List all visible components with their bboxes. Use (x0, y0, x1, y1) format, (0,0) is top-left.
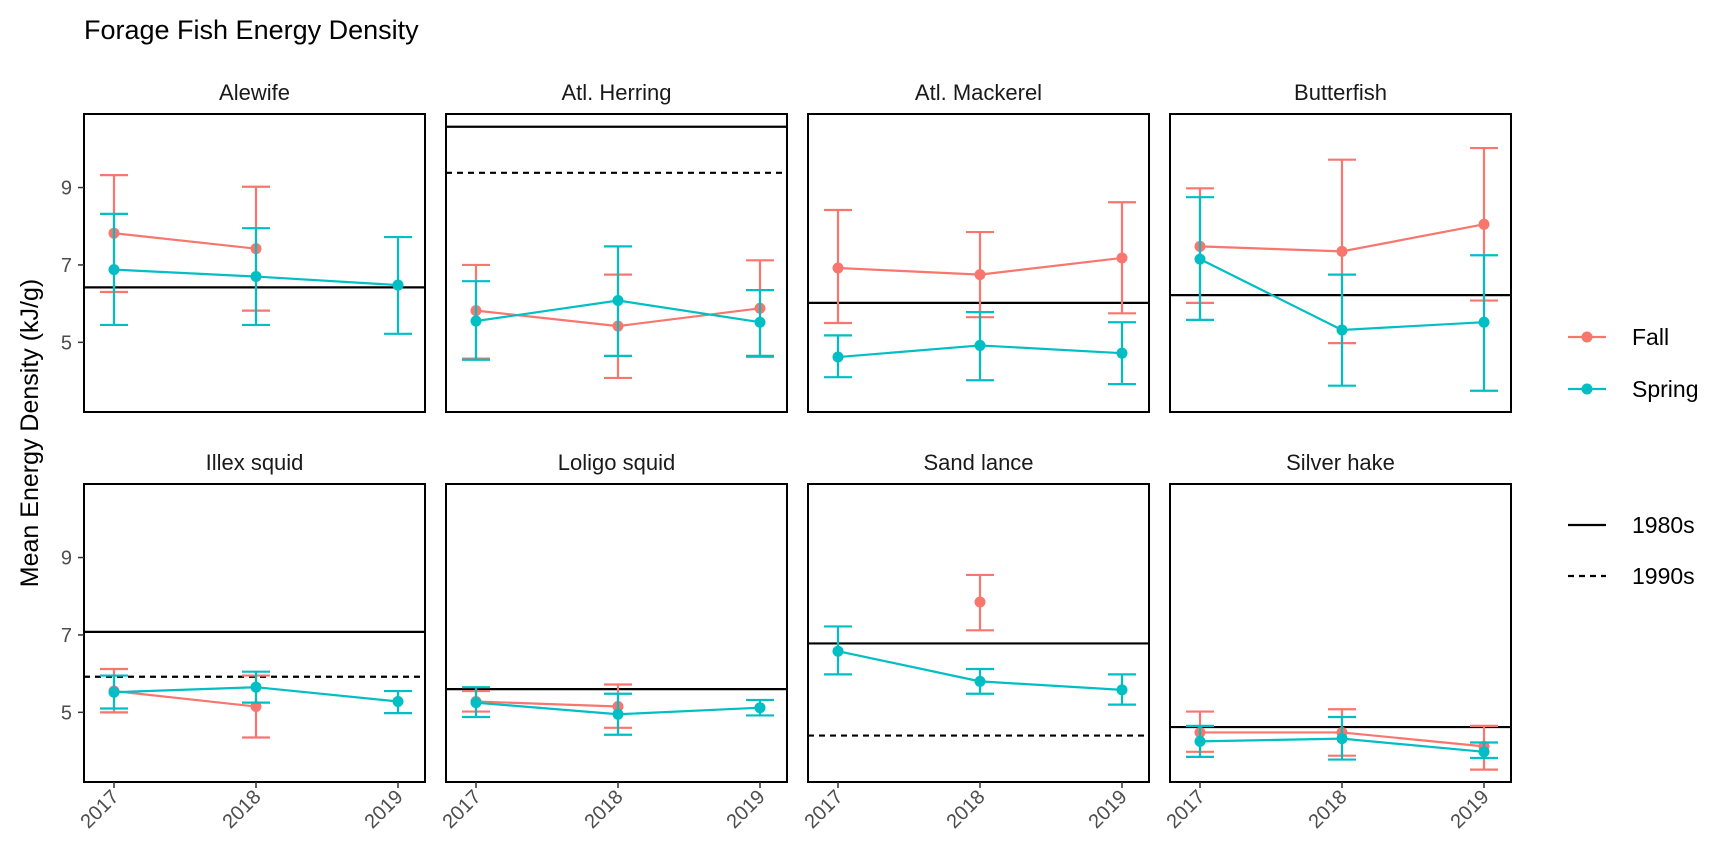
panel-border (445, 113, 788, 413)
spring-point (974, 675, 986, 687)
legend-item-1990s: 1990s (1568, 563, 1695, 589)
x-tick-label: 2017 (77, 786, 124, 833)
x-tick-label: 2017 (801, 786, 848, 833)
panel-title: Silver hake (1286, 450, 1395, 475)
legend-item-1980s: 1980s (1568, 512, 1695, 538)
panel-title: Atl. Herring (561, 80, 671, 105)
fall-point (1336, 245, 1348, 257)
y-tick-label: 9 (61, 178, 72, 200)
x-tick-label: 2019 (361, 786, 408, 833)
spring-point (250, 271, 262, 283)
spring-point (832, 645, 844, 657)
x-tick-label: 2019 (723, 786, 770, 833)
fall-series-line (475, 700, 619, 708)
y-tick-label: 5 (61, 332, 72, 354)
spring-point (108, 686, 120, 698)
fall-point (1478, 218, 1490, 230)
fall-point (832, 262, 844, 274)
spring-point (1116, 684, 1128, 696)
spring-point (1194, 735, 1206, 747)
panel-title: Butterfish (1294, 80, 1387, 105)
x-tick-label: 2017 (439, 786, 486, 833)
panel-title: Loligo squid (558, 450, 675, 475)
spring-point (612, 295, 624, 307)
panel-atl-mackerel: Atl. Mackerel (807, 80, 1150, 413)
x-tick-label: 2018 (219, 786, 266, 833)
panel-butterfish: Butterfish (1169, 80, 1512, 413)
chart-title: Forage Fish Energy Density (84, 15, 419, 45)
spring-point (1478, 316, 1490, 328)
spring-point (470, 315, 482, 327)
legend-item-fall: Fall (1568, 324, 1669, 350)
panel-title: Illex squid (206, 450, 304, 475)
spring-point (974, 339, 986, 351)
fall-point (974, 596, 986, 608)
legend-key-point (1581, 383, 1593, 395)
spring-point (1194, 253, 1206, 265)
x-tick-label: 2019 (1085, 786, 1132, 833)
panel-silver-hake: Silver hake 2017 2018 2019 (1163, 450, 1512, 833)
fall-point (974, 269, 986, 281)
fall-series-line (113, 689, 257, 708)
spring-point (392, 279, 404, 291)
spring-point (832, 351, 844, 363)
panel-loligo-squid: Loligo squid 2017 2018 2019 (439, 450, 788, 833)
legend-label: Spring (1632, 376, 1698, 402)
spring-point (108, 264, 120, 276)
spring-point (1116, 347, 1128, 359)
fall-point (1116, 252, 1128, 264)
legend-item-spring: Spring (1568, 376, 1698, 402)
panel-title: Atl. Mackerel (915, 80, 1042, 105)
spring-point (1336, 324, 1348, 336)
panel-border (83, 113, 426, 413)
y-axis-label: Mean Energy Density (kJ/g) (16, 279, 44, 587)
spring-point (754, 316, 766, 328)
spring-point (1336, 733, 1348, 745)
legend-key-point (1581, 331, 1593, 343)
y-tick-label: 7 (61, 255, 72, 277)
spring-point (392, 696, 404, 708)
panels: Alewife 5 7 9 Atl. Herring Atl. Mackerel Butte… (61, 80, 1512, 833)
panel-border (807, 113, 1150, 413)
x-tick-label: 2017 (1163, 786, 1210, 833)
panel-alewife: Alewife 5 7 9 (61, 80, 426, 413)
panel-title: Alewife (219, 80, 290, 105)
panel-border (807, 483, 1150, 783)
spring-point (1478, 746, 1490, 758)
legend-label: 1990s (1632, 563, 1695, 589)
spring-point (754, 702, 766, 714)
panel-atl-herring: Atl. Herring (445, 80, 788, 413)
fall-series-line (113, 232, 257, 250)
y-tick-label: 5 (61, 702, 72, 724)
fall-point (250, 701, 262, 713)
spring-point (470, 697, 482, 709)
spring-point (612, 708, 624, 720)
panel-border (445, 483, 788, 783)
legend: Fall Spring 1980s 1990s (1568, 324, 1698, 589)
panel-sand-lance: Sand lance 2017 2018 2019 (801, 450, 1150, 833)
panel-border (83, 483, 426, 783)
panel-title: Sand lance (923, 450, 1033, 475)
panel-border (1169, 483, 1512, 783)
y-tick-label: 7 (61, 625, 72, 647)
x-tick-label: 2018 (581, 786, 628, 833)
legend-label: Fall (1632, 324, 1669, 350)
y-tick-label: 9 (61, 548, 72, 570)
panel-illex-squid: Illex squid 5 7 9 2017 2018 2019 (61, 450, 426, 833)
x-tick-label: 2018 (1305, 786, 1352, 833)
x-tick-label: 2019 (1447, 786, 1494, 833)
x-tick-label: 2018 (943, 786, 990, 833)
panel-border (1169, 113, 1512, 413)
spring-point (250, 681, 262, 693)
legend-label: 1980s (1632, 512, 1695, 538)
